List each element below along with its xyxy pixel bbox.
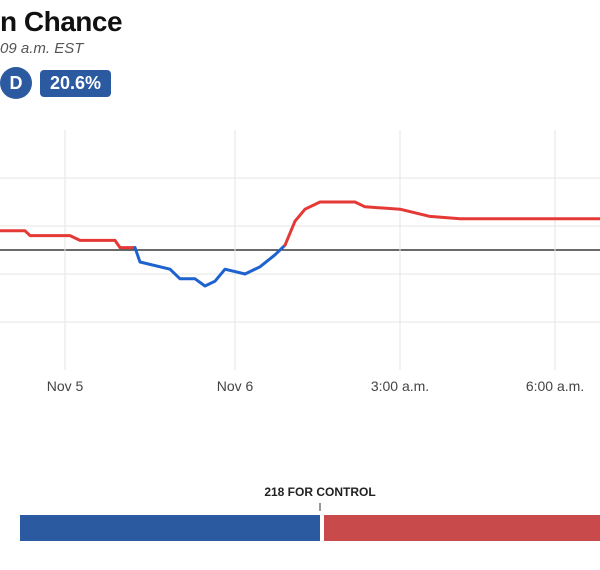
party-badge-row: D 20.6% bbox=[0, 67, 600, 99]
seat-bar bbox=[0, 515, 600, 541]
timestamp: 09 a.m. EST bbox=[0, 40, 600, 57]
seat-control-bar: 218 FOR CONTROL bbox=[0, 485, 600, 541]
seat-seg-dem bbox=[20, 515, 320, 541]
x-tick-label: Nov 6 bbox=[217, 378, 254, 394]
x-tick-label: 6:00 a.m. bbox=[526, 378, 584, 394]
header: n Chance 09 a.m. EST D 20.6% bbox=[0, 0, 600, 99]
x-tick-label: 3:00 a.m. bbox=[371, 378, 429, 394]
control-threshold-tick bbox=[320, 503, 321, 511]
control-label-row: 218 FOR CONTROL bbox=[0, 485, 600, 507]
page-title: n Chance bbox=[0, 6, 600, 38]
series-blue-dip bbox=[135, 245, 285, 286]
seat-seg-rep bbox=[324, 515, 600, 541]
party-letter-badge: D bbox=[0, 67, 32, 99]
win-chance-percent: 20.6% bbox=[40, 70, 111, 97]
series-red-top bbox=[0, 231, 135, 248]
chart-svg bbox=[0, 120, 600, 380]
series-red-rise bbox=[285, 202, 600, 245]
x-axis-labels: Nov 5 Nov 6 3:00 a.m. 6:00 a.m. bbox=[0, 378, 600, 408]
win-chance-chart: Nov 5 Nov 6 3:00 a.m. 6:00 a.m. bbox=[0, 120, 600, 420]
control-threshold-label: 218 FOR CONTROL bbox=[264, 485, 375, 499]
x-tick-label: Nov 5 bbox=[47, 378, 84, 394]
